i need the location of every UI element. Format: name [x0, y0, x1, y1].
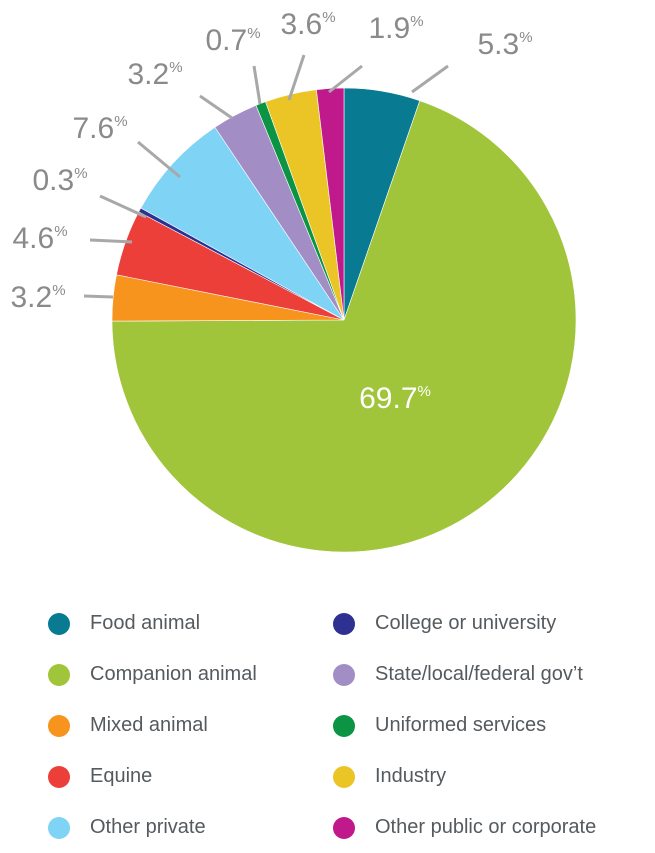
legend-item-food-animal: Food animal — [48, 598, 257, 649]
data-label-food-animal: 5.3% — [477, 28, 532, 61]
legend-swatch — [333, 765, 355, 788]
legend-label: Equine — [90, 765, 153, 787]
data-label-other-public-or-corporate: 1.9% — [368, 12, 423, 45]
legend-left-column: Food animal Companion animal Mixed animal E… — [48, 598, 257, 853]
pie-chart: 5.3%69.7%3.2%4.6%0.3%7.6%3.2%0.7% 3.6% 1.9… — [10, 8, 577, 553]
data-label-mixed-animal: 3.2% — [10, 281, 65, 314]
legend-label: College or university — [375, 612, 557, 634]
data-label-industry: 3.6% — [280, 8, 335, 41]
data-label-state-local-federal-gov-t: 3.2% — [127, 58, 182, 91]
pie-slices — [111, 87, 577, 553]
data-label-companion-animal: 69.7% — [359, 382, 431, 415]
leader-line-college-or-university — [99, 194, 147, 219]
data-label-college-or-university: 0.3% — [32, 164, 87, 197]
legend-swatch — [333, 714, 355, 737]
legend-label: Other public or corporate — [375, 816, 597, 838]
leader-line-mixed-animal — [83, 294, 114, 299]
legend-swatch — [48, 663, 70, 686]
leader-line-other-private — [137, 140, 181, 179]
legend-item-other-public-or-corporate: Other public or corporate — [333, 802, 596, 853]
leader-line-other-public-or-corporate — [328, 64, 363, 94]
legend-right-column: College or university State/local/federal… — [333, 598, 596, 853]
legend-item-industry: Industry — [333, 751, 596, 802]
legend-label: Other private — [90, 816, 206, 838]
legend-swatch — [48, 765, 70, 788]
leader-line-state-local-federal-gov-t — [199, 94, 233, 120]
legend-label: Uniformed services — [375, 714, 547, 736]
leader-line-food-animal — [411, 64, 449, 94]
legend-item-college-or-university: College or university — [333, 598, 596, 649]
legend-swatch — [48, 714, 70, 737]
pie-slice-companion-animal — [111, 100, 577, 553]
pie-slice-other-public-or-corporate — [316, 87, 345, 321]
data-label-equine: 4.6% — [12, 222, 67, 255]
legend-swatch — [48, 816, 70, 839]
legend-swatch — [333, 612, 355, 635]
leader-line-equine — [89, 238, 133, 244]
pie-slice-other-private — [140, 126, 345, 321]
leader-lines — [83, 54, 449, 299]
data-label-uniformed-services: 0.7% — [205, 24, 260, 57]
legend-item-companion-animal: Companion animal — [48, 649, 257, 700]
legend-item-other-private: Other private — [48, 802, 257, 853]
leader-line-uniformed-services — [252, 65, 262, 105]
legend-item-equine: Equine — [48, 751, 257, 802]
legend-label: Companion animal — [90, 663, 257, 685]
legend-label: State/local/federal gov’t — [375, 663, 583, 685]
legend-label: Food animal — [90, 612, 201, 634]
legend-item-uniformed-services: Uniformed services — [333, 700, 596, 751]
legend-label: Industry — [375, 765, 447, 787]
legend-swatch — [333, 816, 355, 839]
legend-swatch — [48, 612, 70, 635]
legend: Food animal Companion animal Mixed animal E… — [48, 598, 648, 839]
data-label-other-private: 7.6% — [72, 112, 127, 145]
leader-line-industry — [287, 54, 306, 101]
slice-labels: 5.3%69.7%3.2%4.6%0.3%7.6%3.2%0.7% 3.6% 1.9… — [10, 8, 532, 415]
legend-label: Mixed animal — [90, 714, 208, 736]
legend-item-state-local-federal-gov-t: State/local/federal gov’t — [333, 649, 596, 700]
legend-swatch — [333, 663, 355, 686]
legend-item-mixed-animal: Mixed animal — [48, 700, 257, 751]
